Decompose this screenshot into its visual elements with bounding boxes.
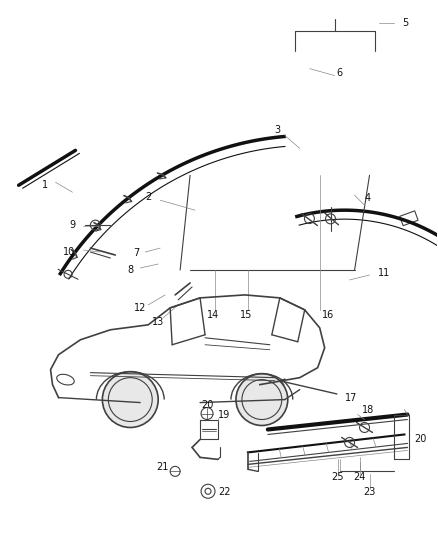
Circle shape	[236, 374, 288, 425]
Text: 11: 11	[378, 268, 390, 278]
Text: 21: 21	[156, 462, 168, 472]
Text: 2: 2	[145, 192, 152, 202]
Text: 13: 13	[152, 317, 164, 327]
Text: 19: 19	[218, 409, 230, 419]
Text: 7: 7	[133, 248, 139, 258]
Text: 12: 12	[134, 303, 146, 313]
Text: 3: 3	[275, 125, 281, 135]
Bar	[400, 211, 418, 225]
Text: 18: 18	[361, 405, 374, 415]
Text: 5: 5	[403, 18, 409, 28]
Text: 22: 22	[218, 487, 230, 497]
Text: 6: 6	[336, 68, 343, 78]
Text: 17: 17	[346, 393, 358, 402]
Circle shape	[102, 372, 158, 427]
Text: 16: 16	[321, 310, 334, 320]
Text: 20: 20	[201, 400, 213, 409]
Text: 24: 24	[353, 472, 366, 482]
Text: 10: 10	[63, 247, 75, 257]
Text: 4: 4	[364, 193, 371, 203]
Text: 15: 15	[240, 310, 252, 320]
Text: 23: 23	[364, 487, 376, 497]
Text: 9: 9	[69, 220, 75, 230]
Text: 14: 14	[207, 310, 219, 320]
Text: 1: 1	[42, 180, 49, 190]
Text: 25: 25	[332, 472, 344, 482]
Text: 8: 8	[127, 265, 133, 275]
Text: 20: 20	[414, 434, 427, 445]
